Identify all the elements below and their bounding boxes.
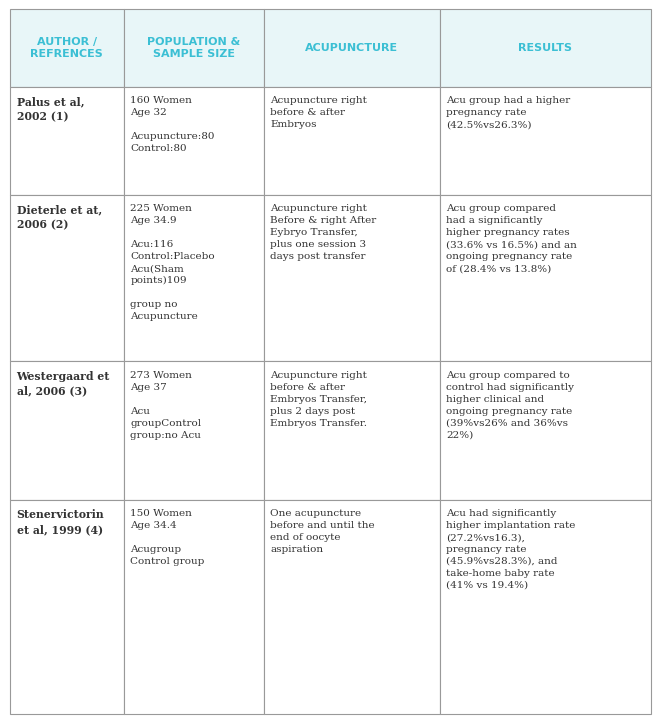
Text: Stenervictorin
et al, 1999 (4): Stenervictorin et al, 1999 (4) [17, 509, 104, 535]
Bar [124, 9, 264, 87]
Bar [440, 361, 651, 500]
Text: Acu group compared to
control had significantly
higher clinical and
ongoing preg: Acu group compared to control had signif… [446, 371, 574, 439]
Bar [10, 195, 124, 361]
Text: Westergaard et
al, 2006 (3): Westergaard et al, 2006 (3) [17, 371, 110, 397]
Text: 160 Women
Age 32

Acupuncture:80
Control:80: 160 Women Age 32 Acupuncture:80 Control:… [130, 96, 215, 153]
Text: Acupuncture right
before & after
Embryos: Acupuncture right before & after Embryos [270, 96, 368, 130]
Text: One acupuncture
before and until the
end of oocyte
aspiration: One acupuncture before and until the end… [270, 509, 375, 554]
Text: 273 Women
Age 37

Acu
groupControl
group:no Acu: 273 Women Age 37 Acu groupControl group:… [130, 371, 202, 439]
Text: ACUPUNCTURE: ACUPUNCTURE [305, 43, 398, 53]
Bar [440, 500, 651, 714]
Bar [440, 195, 651, 361]
Text: Acu group compared
had a significantly
higher pregnancy rates
(33.6% vs 16.5%) a: Acu group compared had a significantly h… [446, 204, 577, 273]
Text: Acupuncture right
before & after
Embryos Transfer,
plus 2 days post
Embryos Tran: Acupuncture right before & after Embryos… [270, 371, 368, 428]
Text: Acu had significantly
higher implantation rate
(27.2%vs16.3),
pregnancy rate
(45: Acu had significantly higher implantatio… [446, 509, 576, 590]
Text: 225 Women
Age 34.9

Acu:116
Control:Placebo
Acu(Sham
points)109

group no
Acupun: 225 Women Age 34.9 Acu:116 Control:Place… [130, 204, 215, 321]
Text: Acu group had a higher
pregnancy rate
(42.5%vs26.3%): Acu group had a higher pregnancy rate (4… [446, 96, 570, 130]
Text: Acupuncture right
Before & right After
Eybryo Transfer,
plus one session 3
days : Acupuncture right Before & right After E… [270, 204, 377, 261]
Bar [124, 87, 264, 195]
Bar [440, 9, 651, 87]
Text: 150 Women
Age 34.4

Acugroup
Control group: 150 Women Age 34.4 Acugroup Control grou… [130, 509, 205, 566]
Bar [10, 500, 124, 714]
Bar [124, 195, 264, 361]
Bar [124, 500, 264, 714]
Bar [264, 87, 440, 195]
Bar [10, 9, 124, 87]
Bar [264, 500, 440, 714]
Text: AUTHOR /
REFRENCES: AUTHOR / REFRENCES [30, 37, 103, 59]
Bar [124, 361, 264, 500]
Text: Palus et al,
2002 (1): Palus et al, 2002 (1) [17, 96, 84, 122]
Bar [10, 361, 124, 500]
Text: RESULTS: RESULTS [518, 43, 572, 53]
Bar [264, 9, 440, 87]
Bar [440, 87, 651, 195]
Text: Dieterle et at,
2006 (2): Dieterle et at, 2006 (2) [17, 204, 102, 230]
Text: POPULATION &
SAMPLE SIZE: POPULATION & SAMPLE SIZE [147, 37, 241, 59]
Bar [264, 361, 440, 500]
Bar [10, 87, 124, 195]
Bar [264, 195, 440, 361]
